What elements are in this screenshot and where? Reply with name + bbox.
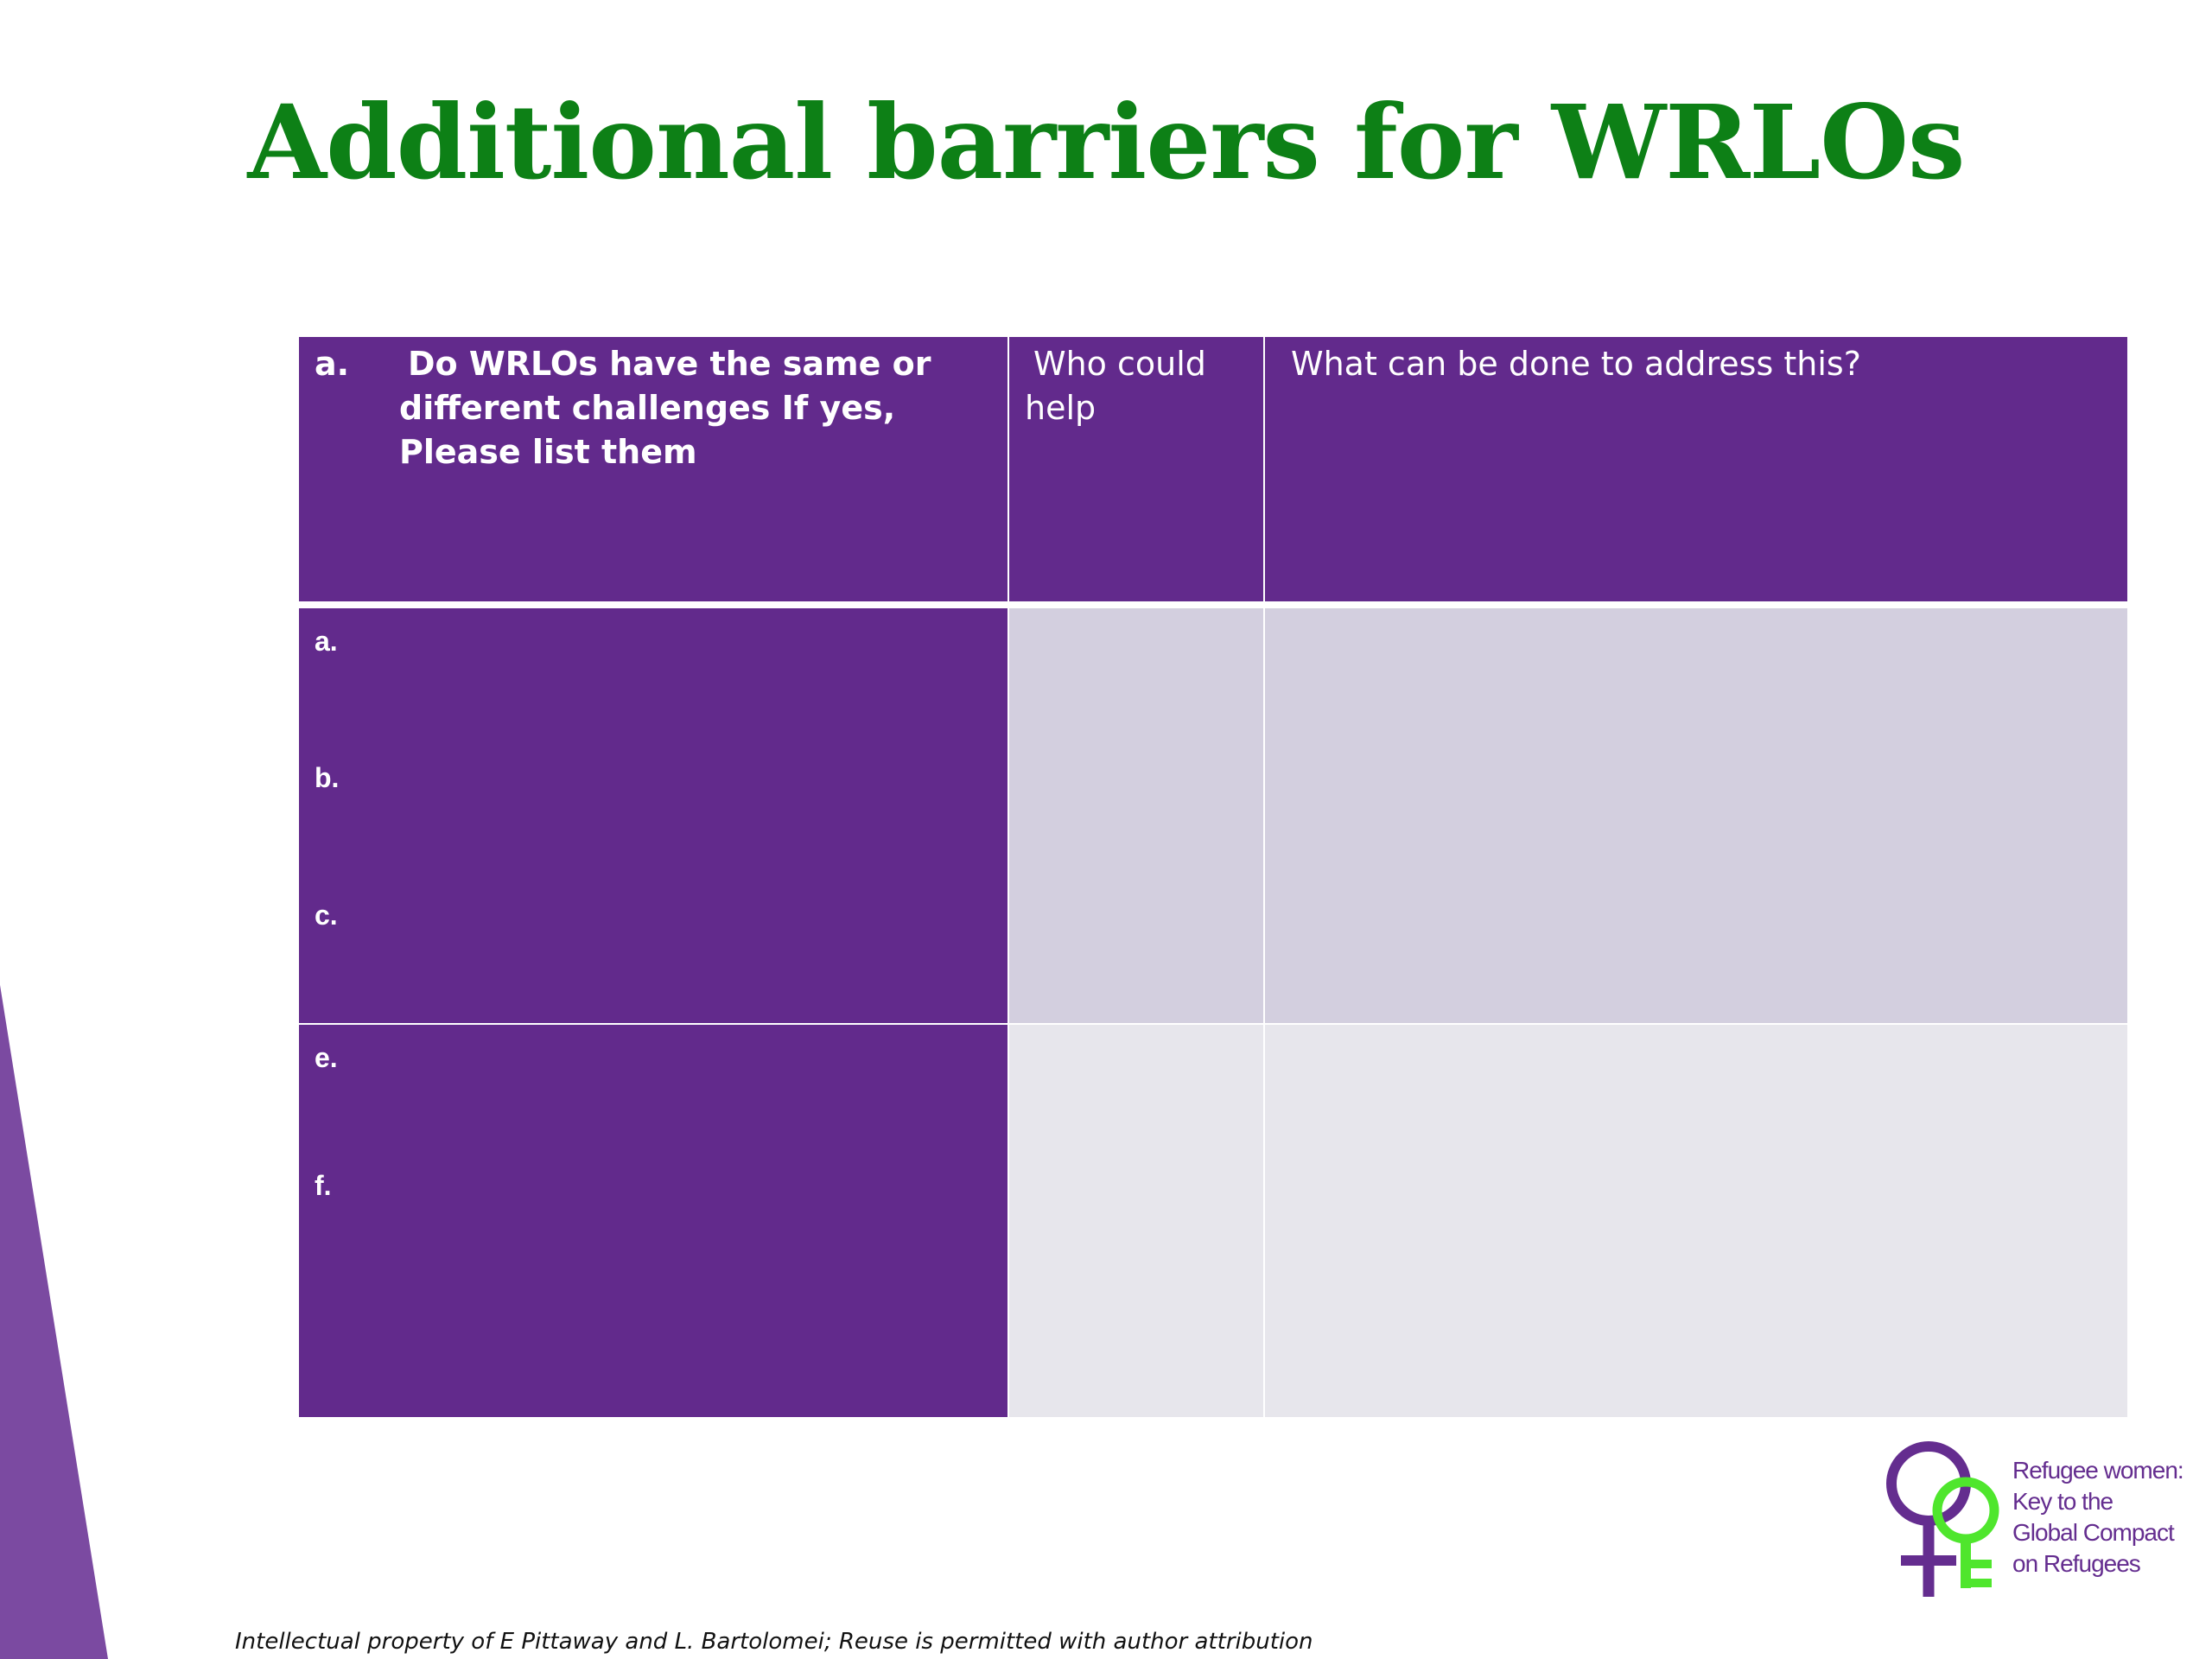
row2-what-can-be-done-cell[interactable]	[1265, 1025, 2127, 1417]
logo-line-2: Key to the	[2012, 1488, 2113, 1515]
footer-attribution: Intellectual property of E Pittaway and …	[235, 1629, 1313, 1655]
header-who-could-help-text: Who could help	[1025, 345, 1206, 427]
header-challenges-text: Do WRLOs have the same or different chal…	[399, 345, 931, 471]
list-item-a: a.	[315, 626, 338, 657]
row2-challenges-cell[interactable]: e. f.	[299, 1025, 1007, 1417]
logo-line-4: on Refugees	[2012, 1550, 2141, 1577]
row2-who-could-help-cell[interactable]	[1009, 1025, 1263, 1417]
decorative-side-wedge	[0, 985, 108, 1659]
header-marker: a.	[315, 345, 350, 383]
logo-line-3: Global Compact	[2012, 1519, 2175, 1546]
logo-line-1: Refugee women:	[2012, 1457, 2184, 1484]
header-cell-what-can-be-done: What can be done to address this?	[1265, 337, 2127, 601]
list-item-c: c.	[315, 899, 338, 931]
row1-what-can-be-done-cell[interactable]	[1265, 608, 2127, 1023]
logo-text: Refugee women: Key to the Global Compact…	[2012, 1455, 2198, 1580]
header-cell-who-could-help: Who could help	[1009, 337, 1263, 601]
refugee-women-logo: Refugee women: Key to the Global Compact…	[1884, 1434, 2195, 1607]
row1-challenges-cell[interactable]: a. b. c.	[299, 608, 1007, 1023]
header-what-can-be-done-text: What can be done to address this?	[1291, 345, 1861, 383]
list-item-b: b.	[315, 762, 340, 793]
row1-who-could-help-cell[interactable]	[1009, 608, 1263, 1023]
list-item-e: e.	[315, 1042, 338, 1073]
female-symbols-icon	[1886, 1441, 1999, 1597]
list-item-f: f.	[315, 1170, 332, 1201]
page-title: Additional barriers for WRLOs	[247, 82, 1966, 202]
header-cell-challenges: a. Do WRLOs have the same or different c…	[299, 337, 1007, 601]
barriers-table: a. Do WRLOs have the same or different c…	[299, 337, 2127, 1427]
